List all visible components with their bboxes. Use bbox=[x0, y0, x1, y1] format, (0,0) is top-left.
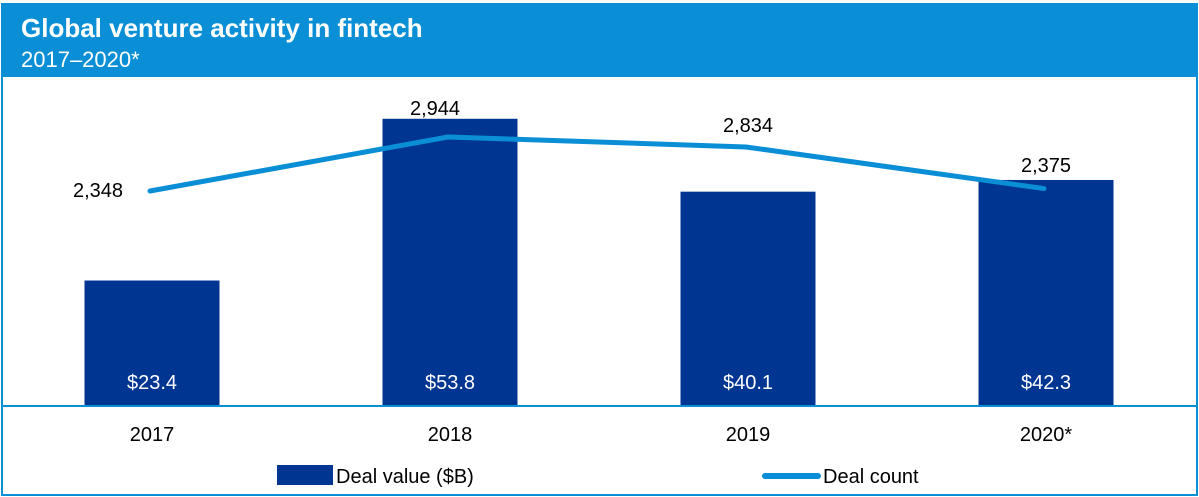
bar-value-label: $40.1 bbox=[723, 372, 773, 394]
legend-label-deal-count: Deal count bbox=[823, 466, 919, 488]
line-value-label: 2,944 bbox=[410, 98, 460, 120]
x-tick-label: 2018 bbox=[428, 424, 473, 446]
line-value-label: 2,834 bbox=[723, 115, 773, 137]
legend-swatch-deal-value bbox=[277, 465, 333, 485]
chart-frame: Global venture activity in fintech 2017–… bbox=[1, 3, 1198, 496]
chart-header: Global venture activity in fintech 2017–… bbox=[3, 5, 1196, 77]
x-tick-label: 2020* bbox=[1020, 424, 1072, 446]
line-value-label: 2,375 bbox=[1021, 155, 1071, 177]
chart-title: Global venture activity in fintech bbox=[21, 13, 423, 43]
line-value-label: 2,348 bbox=[73, 180, 123, 202]
x-tick-label: 2019 bbox=[726, 424, 771, 446]
bar-2019 bbox=[680, 191, 816, 405]
bar-2017 bbox=[84, 280, 220, 405]
bar-value-label: $42.3 bbox=[1021, 372, 1071, 394]
bar-2020* bbox=[978, 179, 1114, 405]
bar-value-label: $53.8 bbox=[425, 372, 475, 394]
x-tick-label: 2017 bbox=[130, 424, 175, 446]
bar-2018 bbox=[382, 118, 518, 405]
bar-value-label: $23.4 bbox=[127, 372, 177, 394]
legend-label-deal-value: Deal value ($B) bbox=[336, 466, 474, 488]
chart-subtitle: 2017–2020* bbox=[21, 47, 140, 72]
deal-count-line bbox=[147, 134, 1047, 194]
